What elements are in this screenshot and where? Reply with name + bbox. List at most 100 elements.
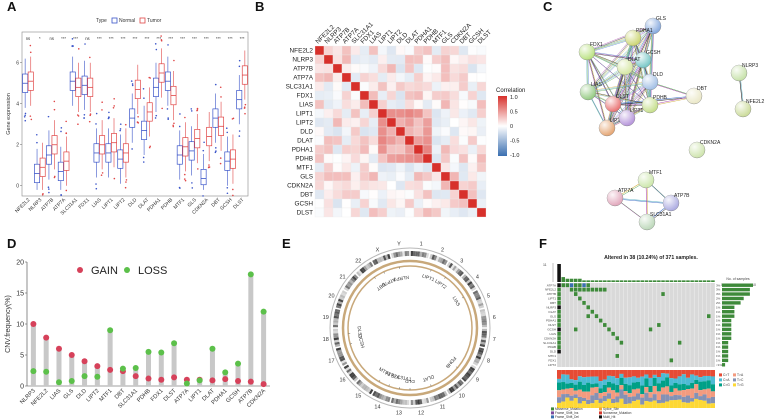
gain-dot — [55, 345, 62, 352]
gene-label: LIPT1 — [548, 297, 556, 301]
titv-segment — [681, 390, 686, 397]
titv-segment — [606, 393, 612, 399]
network-node-shine — [735, 101, 751, 117]
chromosome-band — [344, 284, 351, 290]
normal-outlier — [190, 108, 193, 110]
heatmap-cell — [332, 135, 343, 146]
chromosome-band — [468, 282, 474, 288]
titv-segment — [573, 390, 578, 395]
chromosome-band — [399, 399, 403, 405]
gene-tick — [461, 296, 464, 299]
titv-segment — [623, 383, 628, 392]
titv-segment — [644, 392, 649, 402]
top-sample-bar — [661, 280, 665, 282]
titv-segment — [652, 377, 657, 386]
titv-segment — [586, 382, 591, 392]
legend-loss-dot — [124, 267, 130, 273]
heatmap-cell — [377, 63, 388, 74]
mutation-cell — [573, 283, 578, 288]
heatmap-cell — [467, 117, 478, 128]
legend-swatch — [599, 407, 602, 411]
significance-label: *** — [228, 36, 233, 41]
titv-segment — [694, 398, 699, 408]
loss-dot — [235, 360, 242, 367]
y-tick-label: 6 — [16, 61, 19, 67]
normal-outlier — [167, 118, 169, 120]
gene-label: CDKN2A — [544, 336, 556, 340]
normal-outlier — [35, 133, 38, 136]
loss-dot — [222, 369, 229, 376]
heatmap-cell — [332, 72, 343, 83]
titv-segment — [619, 373, 624, 378]
heatmap-cell — [440, 180, 451, 191]
network-edge — [588, 82, 651, 94]
heatmap-cell — [431, 99, 442, 110]
chromosome-band — [457, 269, 463, 276]
chromosome-band — [431, 396, 436, 402]
chromosome-band — [363, 265, 368, 271]
gene-percentage: 1% — [716, 341, 721, 345]
chromosome-band — [458, 271, 464, 277]
heatmap-cell — [314, 54, 325, 65]
chromosome-label: 11 — [440, 405, 446, 411]
normal-outlier — [226, 192, 229, 195]
chromosome-label: 9 — [476, 378, 479, 384]
heatmap-cell — [449, 207, 460, 218]
significance-label: *** — [133, 36, 138, 41]
heatmap-cell — [323, 162, 334, 173]
top-sample-bar — [623, 280, 628, 282]
chromosome-label: 14 — [374, 405, 380, 411]
heatmap-cell — [377, 54, 388, 65]
heatmap-cell — [386, 90, 397, 101]
legend-label: Nonsense_Mutation — [603, 411, 632, 415]
heatmap-cell — [377, 45, 388, 56]
heatmap-cell — [404, 180, 415, 191]
titv-segment — [602, 401, 607, 408]
network-edge — [624, 66, 628, 119]
colorbar-tick: -1.0 — [510, 153, 519, 159]
chromosome-label: 1 — [420, 242, 423, 248]
heatmap-cell — [359, 72, 370, 83]
chromosome-band — [334, 343, 341, 348]
gene-label: LIPT2 — [433, 278, 447, 290]
heatmap-cell — [404, 117, 415, 128]
heatmap-cell — [440, 144, 451, 155]
heatmap-cell — [449, 63, 460, 74]
loss-dot — [43, 368, 50, 375]
titv-segment — [561, 382, 566, 390]
x-tick-label: LIPT1 — [188, 388, 203, 403]
heatmap-cell — [449, 45, 460, 56]
mutation-cell — [677, 340, 682, 345]
tumor-outlier — [219, 157, 222, 159]
network-node-shine — [607, 190, 623, 206]
normal-outlier — [225, 127, 228, 130]
heatmap-cell — [422, 207, 433, 218]
gene-label: DLAT — [421, 373, 434, 383]
network-edge — [606, 59, 643, 128]
loss-dot — [171, 340, 178, 347]
row-label: LIAS — [299, 102, 313, 109]
gene-count-bar — [722, 301, 741, 305]
heatmap-cell — [404, 126, 415, 137]
heatmap-cell — [458, 144, 469, 155]
heatmap-cell — [395, 153, 406, 164]
titv-segment — [565, 383, 570, 389]
titv-segment — [673, 370, 678, 379]
network-node-shine — [642, 97, 658, 113]
significance-label: *** — [216, 36, 221, 41]
titv-segment — [581, 401, 587, 408]
y-tick-label: 4 — [16, 102, 19, 108]
tumor-outlier — [148, 76, 150, 79]
titv-segment — [631, 370, 636, 377]
titv-segment — [557, 390, 562, 398]
heatmap-cell — [467, 162, 478, 173]
tumor-outlier — [124, 123, 127, 126]
tumor-outlier — [125, 181, 127, 183]
chromosome-band — [468, 368, 474, 374]
chromosome-band — [464, 373, 470, 379]
titv-legend-swatch — [733, 383, 736, 387]
legend-label: Frame_Shift_Del — [555, 415, 579, 419]
heatmap-cell — [467, 45, 478, 56]
titv-segment — [561, 394, 566, 402]
network-edge — [625, 59, 643, 118]
